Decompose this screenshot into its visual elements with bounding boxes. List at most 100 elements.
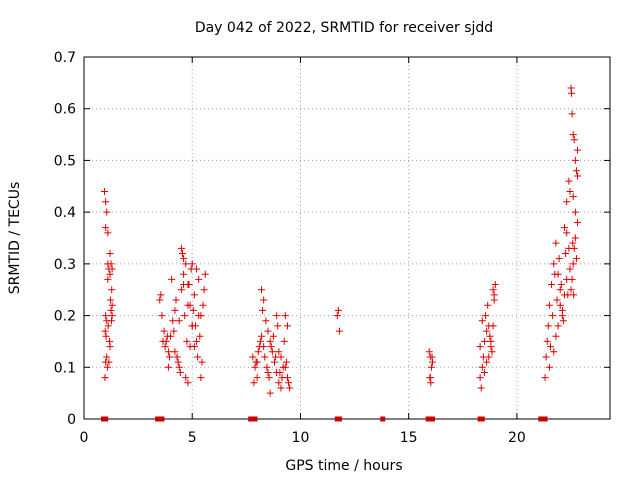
data-point [169,317,177,325]
data-point [102,224,110,232]
data-point [178,250,186,258]
data-point [257,332,265,340]
data-point [159,416,165,422]
data-point [545,301,553,309]
x-tick-label: 10 [292,430,310,446]
data-point [264,327,272,335]
data-point [108,265,116,273]
data-point [569,260,577,268]
data-point [184,379,192,387]
data-point [182,260,190,268]
data-point [174,358,182,366]
data-point [282,358,290,366]
data-point [483,358,491,366]
data-point [546,343,554,351]
data-point [551,270,559,278]
data-point [478,363,486,371]
data-point [564,291,572,299]
data-point [283,322,291,330]
data-point [485,353,493,361]
data-point [479,416,485,422]
data-point [425,348,433,356]
data-point [157,291,165,299]
data-points [100,84,582,422]
data-point [558,306,566,314]
data-point [106,270,114,278]
zero-sample-series [100,416,548,422]
data-point [172,296,180,304]
data-point [570,244,578,252]
data-point [104,275,112,283]
data-point [262,317,270,325]
data-point [103,416,109,422]
data-point [548,281,556,289]
data-point [280,337,288,345]
data-point [176,368,184,376]
data-point [158,312,166,320]
data-point [553,296,561,304]
data-point [266,389,274,397]
data-point [103,363,111,371]
data-point [200,286,208,294]
data-point [427,363,435,371]
data-point [487,337,495,345]
data-point [476,374,484,382]
data-point [101,374,109,382]
data-point [430,416,436,422]
data-point [478,317,486,325]
y-tick-label: 0.1 [54,360,76,376]
data-point [266,337,274,345]
data-point [107,317,115,325]
data-point [270,358,278,366]
data-point [489,322,497,330]
data-point [254,348,262,356]
data-point [108,312,116,320]
data-point [156,296,164,304]
data-point [269,332,277,340]
data-point [173,353,181,361]
data-point [276,368,284,376]
data-point [183,337,191,345]
data-point [164,348,172,356]
data-point [569,131,577,139]
data-point [180,281,188,289]
data-point [476,343,484,351]
data-point [252,416,258,422]
data-point [286,384,294,392]
data-point [480,368,488,376]
data-point [193,337,201,345]
data-point [108,286,116,294]
data-point [574,218,582,226]
data-point [572,255,580,263]
data-point [257,286,265,294]
data-point [175,363,183,371]
data-point [104,260,112,268]
data-point [557,281,565,289]
data-point [556,301,564,309]
data-point [570,136,578,144]
data-point [268,348,276,356]
data-point [108,301,116,309]
data-point [561,224,569,232]
data-point [187,265,195,273]
data-point [102,198,110,206]
data-point [168,275,176,283]
data-point [250,379,258,387]
grid [84,57,610,419]
data-point [380,416,386,422]
data-point [552,239,560,247]
data-point [544,322,552,330]
data-point [197,374,205,382]
data-point [177,244,185,252]
data-point [106,296,114,304]
data-point [170,327,178,335]
data-point [160,327,168,335]
data-point [552,332,560,340]
x-tick-label: 20 [508,430,526,446]
data-point [260,296,268,304]
data-point [161,343,169,351]
data-point [186,343,194,351]
data-point [562,250,570,258]
data-point [489,286,497,294]
data-point [549,312,557,320]
